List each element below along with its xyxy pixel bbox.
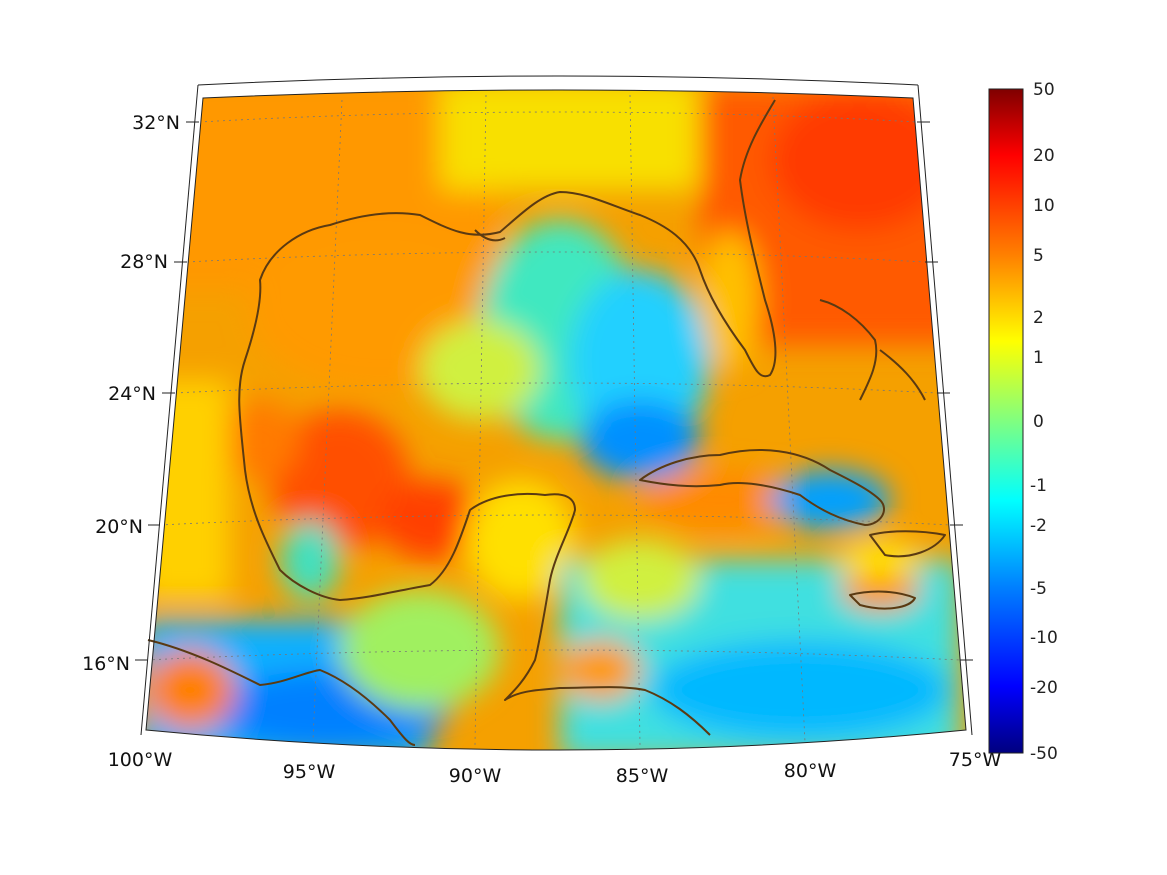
- cb-label-m20: -20: [1030, 678, 1058, 698]
- colorbar-gradient: [988, 88, 1024, 754]
- cb-label-m50: -50: [1030, 744, 1058, 764]
- lon-label-95w: 95°W: [283, 761, 336, 783]
- cb-label-5: 5: [1033, 246, 1044, 266]
- cb-label-50: 50: [1033, 80, 1055, 100]
- lat-label-20n: 20°N: [95, 516, 143, 538]
- cb-label-m1: -1: [1030, 476, 1047, 496]
- lon-label-85w: 85°W: [616, 765, 669, 787]
- lat-labels: 16°N 20°N 24°N 28°N 32°N: [82, 112, 180, 675]
- cb-label-1: 1: [1033, 348, 1044, 368]
- lon-label-80w: 80°W: [784, 760, 837, 782]
- map-frame: [140, 75, 973, 751]
- cb-label-m10: -10: [1030, 628, 1058, 648]
- lat-ticks: [135, 121, 973, 661]
- lat-label-28n: 28°N: [120, 251, 168, 273]
- lon-label-75w: 75°W: [949, 749, 1002, 771]
- gridlines: [146, 94, 961, 746]
- lon-label-100w: 100°W: [108, 749, 173, 771]
- cb-label-10: 10: [1033, 196, 1055, 216]
- cb-label-m2: -2: [1030, 516, 1047, 536]
- cb-label-m5: -5: [1030, 579, 1047, 599]
- lat-label-24n: 24°N: [108, 383, 156, 405]
- cb-label-2: 2: [1033, 308, 1044, 328]
- lat-label-32n: 32°N: [132, 112, 180, 134]
- data-field: [146, 90, 966, 750]
- lat-label-16n: 16°N: [82, 653, 130, 675]
- cb-label-20: 20: [1033, 146, 1055, 166]
- colorbar: 50 20 10 5 2 1 0 -1 -2 -5 -10 -20 -50: [988, 80, 1058, 764]
- cb-label-0: 0: [1033, 412, 1044, 432]
- colorbar-labels: 50 20 10 5 2 1 0 -1 -2 -5 -10 -20 -50: [1030, 80, 1058, 764]
- lon-labels: 100°W 95°W 90°W 85°W 80°W 75°W: [108, 749, 1002, 787]
- coastlines: [147, 99, 946, 746]
- lon-label-90w: 90°W: [449, 765, 502, 787]
